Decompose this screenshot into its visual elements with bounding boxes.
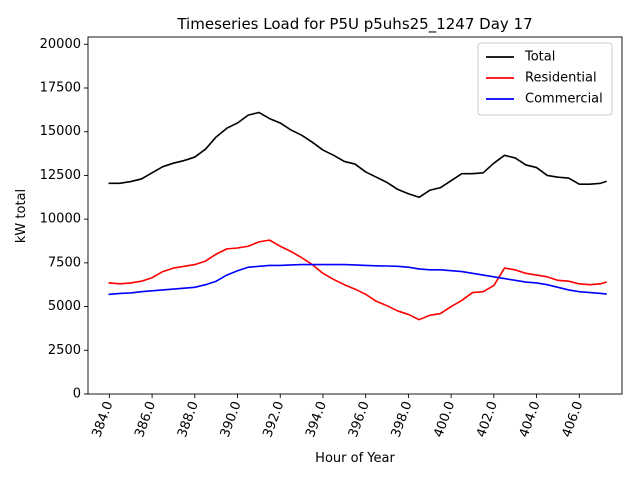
y-tick-label: 20000 <box>40 37 81 52</box>
series-line-residential <box>108 239 607 321</box>
chart-title: Timeseries Load for P5U p5uhs25_1247 Day… <box>176 15 532 34</box>
legend-box <box>477 42 613 116</box>
y-tick-label: 10000 <box>40 212 81 227</box>
legend-label-total: Total <box>524 50 555 65</box>
y-tick-label: 17500 <box>40 80 81 95</box>
series-line-total <box>108 111 607 199</box>
x-axis-title: Hour of Year <box>315 451 395 466</box>
legend-label-commercial: Commercial <box>525 92 603 107</box>
legend-label-residential: Residential <box>525 71 597 86</box>
y-tick-label: 15000 <box>40 124 81 139</box>
y-tick-label: 7500 <box>48 255 81 270</box>
legend: Total Residential Commercial <box>477 42 613 116</box>
y-tick-label: 0 <box>73 387 81 402</box>
series-line-commercial <box>108 263 607 296</box>
plot-frame <box>87 36 623 395</box>
y-tick-label: 12500 <box>40 168 81 183</box>
series-layer <box>108 111 607 321</box>
y-tick-label: 2500 <box>48 343 81 358</box>
y-tick-label: 5000 <box>48 299 81 314</box>
y-axis-title: kW total <box>14 189 29 243</box>
